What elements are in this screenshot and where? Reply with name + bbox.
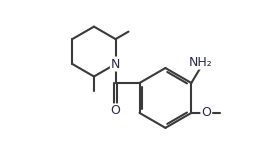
Text: O: O xyxy=(201,106,211,119)
Text: N: N xyxy=(111,58,120,71)
Text: NH₂: NH₂ xyxy=(188,56,212,69)
Text: O: O xyxy=(111,104,120,117)
